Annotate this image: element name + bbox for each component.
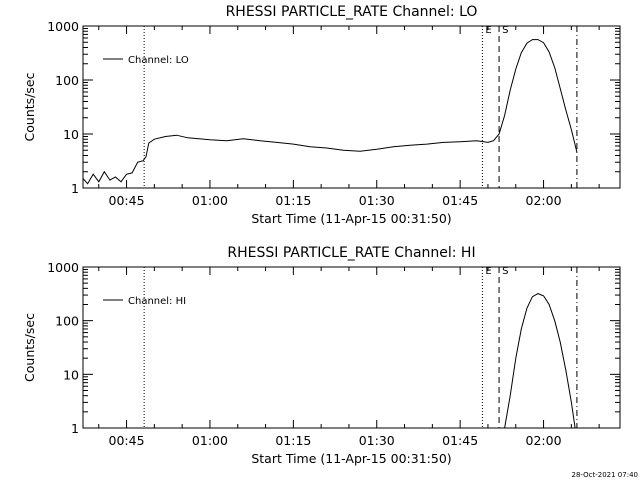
x-tick-label: 01:45: [442, 433, 478, 448]
x-tick-label: 01:00: [192, 193, 228, 208]
timestamp-label: 28-Oct-2021 07:40: [571, 471, 638, 479]
y-tick-label: 100: [55, 314, 79, 329]
x-tick-label: 02:00: [526, 433, 562, 448]
x-axis-label: Start Time (11-Apr-15 00:31:50): [251, 451, 451, 466]
x-tick-label: 01:15: [275, 433, 311, 448]
chart-panel-2: RHESSI PARTICLE_RATE Channel: HI Counts/s…: [22, 245, 621, 466]
series-line-channel-hi: [504, 293, 576, 429]
x-tick-label: 01:30: [359, 193, 395, 208]
marker-label: S: [502, 266, 508, 277]
marker-label: E: [485, 266, 491, 277]
chart-panel-1: RHESSI PARTICLE_RATE Channel: LO Counts/s…: [22, 4, 621, 226]
legend-entry: Channel: HI: [128, 296, 186, 307]
plot-frame: [82, 266, 621, 429]
y-tick-label: 10: [63, 127, 79, 142]
y-tick-label: 1000: [47, 19, 79, 34]
y-tick-label: 1: [71, 181, 79, 196]
y-axis-label: Counts/sec: [22, 72, 37, 141]
y-tick-label: 1: [71, 421, 79, 436]
x-tick-label: 01:00: [192, 433, 228, 448]
y-tick-label: 100: [55, 73, 79, 88]
x-tick-label: 01:30: [359, 433, 395, 448]
marker-label: S: [502, 25, 508, 36]
marker-label: E: [485, 25, 491, 36]
y-axis-label: Counts/sec: [22, 313, 37, 382]
plot-frame: [82, 25, 621, 189]
chart-title: RHESSI PARTICLE_RATE Channel: LO: [226, 4, 478, 20]
x-tick-label: 01:45: [442, 193, 478, 208]
x-tick-label: 00:45: [109, 193, 145, 208]
x-tick-label: 00:45: [109, 433, 145, 448]
x-tick-label: 02:00: [526, 193, 562, 208]
x-axis-label: Start Time (11-Apr-15 00:31:50): [251, 211, 451, 226]
series-line-channel-lo: [82, 39, 578, 185]
y-tick-label: 1000: [47, 260, 79, 275]
x-tick-label: 01:15: [275, 193, 311, 208]
legend-entry: Channel: LO: [128, 55, 189, 66]
chart-title: RHESSI PARTICLE_RATE Channel: HI: [227, 245, 475, 261]
y-tick-label: 10: [63, 367, 79, 382]
